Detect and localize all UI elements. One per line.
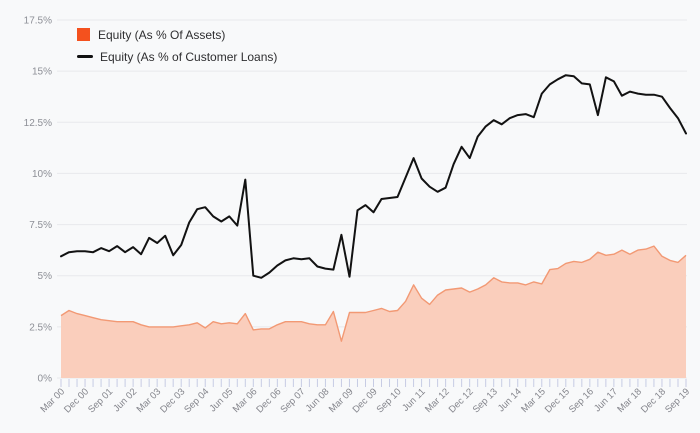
x-axis-tick-label: Jun 02 [111, 386, 139, 414]
legend-label-equity-loans: Equity (As % of Customer Loans) [100, 49, 278, 64]
x-axis-tick-label: Sep 16 [567, 386, 596, 415]
x-axis-tick-label: Sep 01 [86, 386, 115, 415]
y-axis-tick-label: 7.5% [29, 220, 52, 231]
line-series-swatch-icon [77, 55, 93, 58]
y-axis-tick-label: 15% [32, 67, 52, 78]
y-axis-tick-label: 10% [32, 169, 52, 180]
x-axis-tick-label: Sep 13 [471, 386, 500, 415]
x-axis-tick-label: Mar 00 [38, 386, 67, 415]
x-axis-tick-label: Sep 04 [182, 386, 211, 415]
legend-label-equity-assets: Equity (As % Of Assets) [98, 27, 226, 42]
x-axis-tick-label: Dec 12 [447, 386, 476, 415]
y-axis-tick-label: 5% [38, 271, 53, 282]
x-axis-tick-label: Dec 15 [543, 386, 572, 415]
x-axis-tick-label: Mar 12 [423, 386, 452, 415]
x-axis-tick-label: Jun 05 [207, 386, 235, 414]
equity-customer-loans-line[interactable] [60, 74, 687, 279]
x-axis-tick-label: Sep 19 [663, 386, 692, 415]
x-axis-tick-label: Dec 06 [254, 386, 283, 415]
equity-assets-area-edge [60, 245, 687, 342]
x-axis-tick-label: Sep 07 [278, 386, 307, 415]
legend-item-equity-assets[interactable]: Equity (As % Of Assets) [77, 26, 277, 43]
area-series-swatch-icon [77, 28, 90, 41]
x-axis-tick-label: Dec 09 [351, 386, 380, 415]
x-axis-tick-label: Jun 14 [496, 386, 524, 414]
x-axis-tick-label: Mar 03 [135, 386, 164, 415]
x-axis-tick-label: Mar 06 [231, 386, 260, 415]
x-axis-tick-label: Jun 17 [592, 386, 620, 414]
x-axis-tick-label: Mar 18 [615, 386, 644, 415]
x-axis-tick-label: Mar 09 [327, 386, 356, 415]
y-axis-tick-label: 2.5% [29, 322, 52, 333]
x-axis-tick-label: Dec 03 [158, 386, 187, 415]
equity-assets-area[interactable] [61, 246, 686, 378]
chart-legend: Equity (As % Of Assets) Equity (As % of … [77, 26, 277, 65]
legend-item-equity-loans[interactable]: Equity (As % of Customer Loans) [77, 48, 277, 65]
x-axis-tick-label: Mar 15 [519, 386, 548, 415]
y-axis-tick-label: 17.5% [24, 16, 52, 27]
y-axis-tick-label: 0% [38, 374, 53, 385]
x-axis-tick-label: Jun 11 [400, 386, 427, 413]
x-axis-tick-label: Jun 08 [304, 386, 332, 414]
x-axis-tick-label: Dec 18 [639, 386, 668, 415]
x-axis-tick-label: Dec 00 [62, 386, 91, 415]
x-axis-tick-label: Sep 10 [375, 386, 404, 415]
y-axis-tick-label: 12.5% [24, 118, 52, 129]
